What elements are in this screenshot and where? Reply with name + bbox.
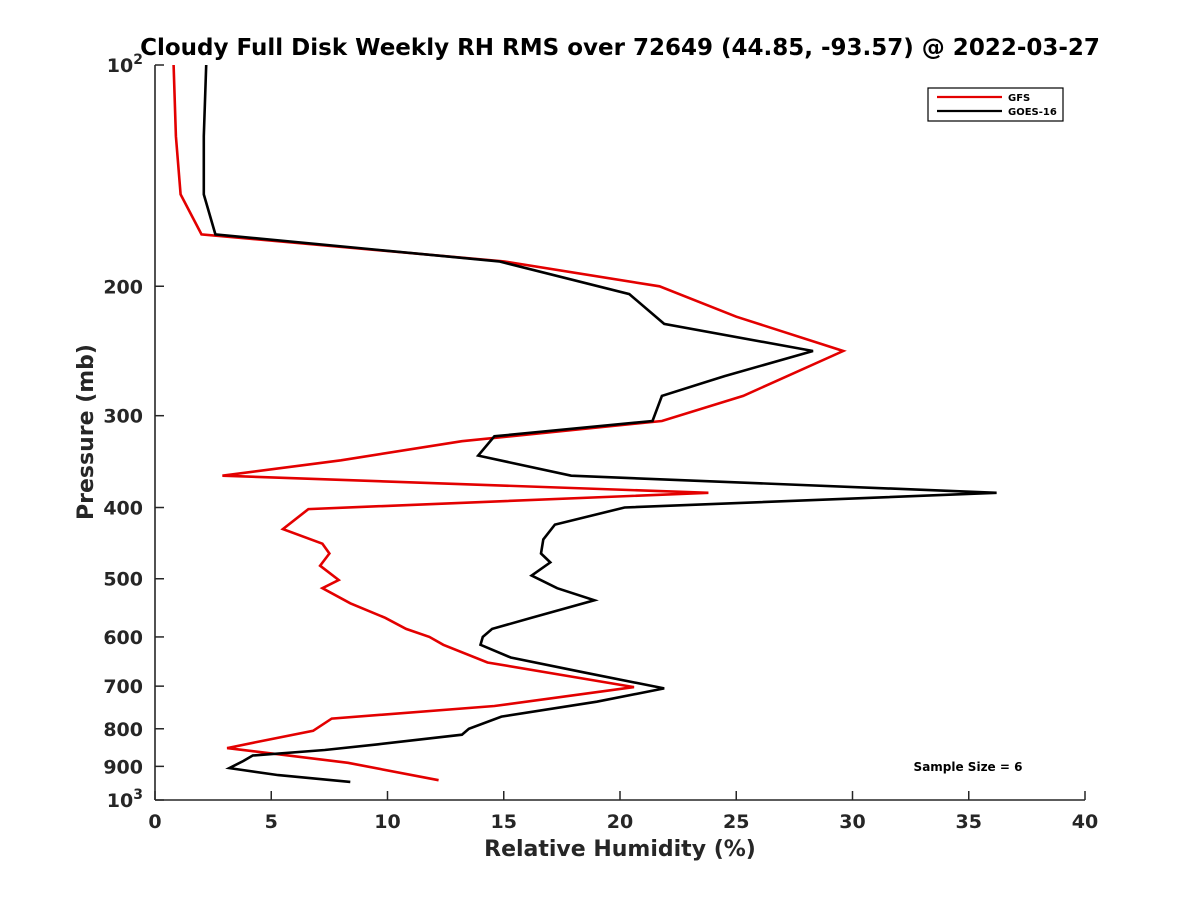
legend-box — [927, 87, 1064, 122]
y-tick-label: 300 — [103, 406, 143, 428]
y-tick-label: 500 — [103, 569, 143, 591]
series-layer — [172, 64, 997, 784]
x-tick-label: 20 — [607, 811, 633, 833]
x-tick-label: 10 — [374, 811, 400, 833]
y-axis-ticks: 102 200 300 400 500 600 700 800 900 103 — [103, 52, 164, 812]
x-tick-label: 5 — [265, 811, 278, 833]
sample-size-annotation: Sample Size = 6 — [914, 760, 1023, 774]
y-tick-label: 102 — [107, 52, 143, 77]
y-tick-label: 400 — [103, 498, 143, 520]
y-tick-label: 700 — [103, 676, 143, 698]
y-tick-label: 900 — [103, 756, 143, 778]
x-tick-label: 40 — [1072, 811, 1098, 833]
y-tick-label: 800 — [103, 719, 143, 741]
x-tick-label: 0 — [148, 811, 161, 833]
legend-label-goes16: GOES-16 — [1008, 107, 1057, 118]
x-tick-label: 15 — [491, 811, 517, 833]
chart-title: Cloudy Full Disk Weekly RH RMS over 7264… — [140, 35, 1100, 61]
y-tick-label: 103 — [107, 787, 143, 812]
legend: GFS GOES-16 — [927, 87, 1064, 122]
y-tick-label: 200 — [103, 276, 143, 298]
x-axis-ticks: 0 5 10 15 20 25 30 35 40 — [148, 791, 1098, 833]
y-tick-label: 600 — [103, 627, 143, 649]
series-line-goes16 — [202, 64, 997, 784]
legend-label-gfs: GFS — [1008, 93, 1030, 104]
y-axis-label: Pressure (mb) — [74, 344, 99, 520]
x-tick-label: 30 — [839, 811, 865, 833]
x-tick-label: 35 — [956, 811, 982, 833]
series-line-gfs — [172, 64, 847, 782]
x-axis-label: Relative Humidity (%) — [484, 837, 756, 862]
x-tick-label: 25 — [723, 811, 749, 833]
